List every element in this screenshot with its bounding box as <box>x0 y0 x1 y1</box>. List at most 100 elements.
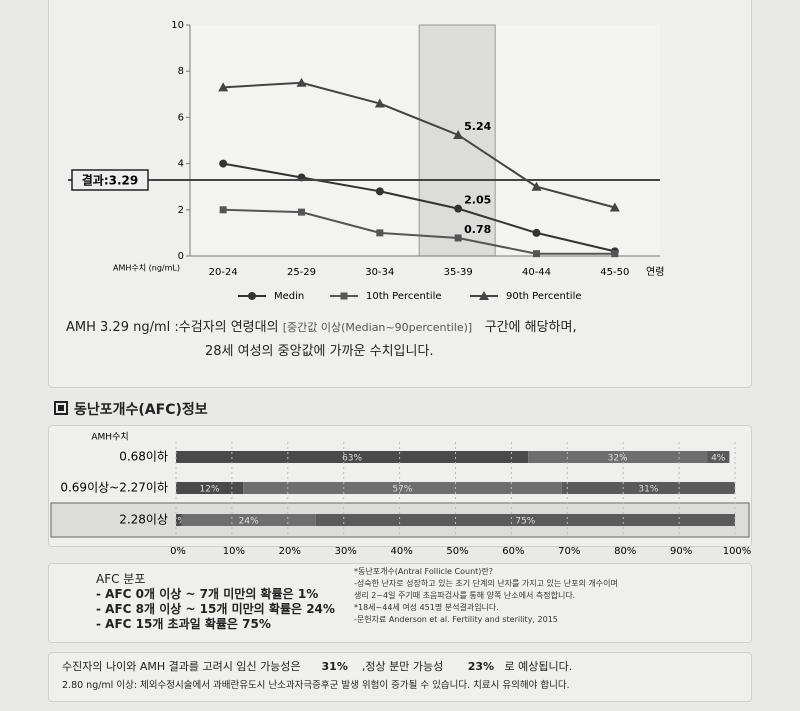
x-tick-label: 20% <box>279 546 301 557</box>
data-label: 0.78 <box>464 223 491 236</box>
y-tick-label: 0 <box>178 251 184 262</box>
note: 생리 2~4일 주기때 초음파검사를 통해 양쪽 난소에서 측정합니다. <box>354 591 576 600</box>
afc-item: - AFC 8개 이상 ~ 15개 미만의 확률은 24% <box>96 602 335 616</box>
text: ,정상 분만 가능성 <box>361 660 444 673</box>
bar-segment <box>707 451 730 463</box>
x-tick-label: 80% <box>614 546 636 557</box>
y-axis-label: AMH수치 <box>91 431 128 443</box>
afc-item: - AFC 0개 이상 ~ 7개 미만의 확률은 1% <box>96 587 319 601</box>
bar-segment <box>315 514 735 526</box>
legend-marker <box>248 292 256 300</box>
text: 31% <box>321 660 348 673</box>
bar-segment <box>176 451 529 463</box>
series-line <box>223 81 616 209</box>
conclusion-line1: 수진자의 나이와 AMH 결과를 고려시 임신 가능성은 31% ,정상 분만 … <box>62 658 572 674</box>
marker <box>532 228 541 237</box>
reference-label-box <box>71 169 149 191</box>
x-tick-label: 25-29 <box>287 267 316 278</box>
x-tick-label: 30-34 <box>365 267 394 278</box>
x-tick-label: 10% <box>223 546 245 557</box>
x-tick-label: 70% <box>558 546 580 557</box>
data-label: 24% <box>239 517 259 527</box>
bar-segment <box>181 514 316 526</box>
data-label: 32% <box>608 454 628 464</box>
y-tick-label: 2 <box>178 205 184 216</box>
bar-segment <box>176 514 182 526</box>
section-icon <box>54 401 68 415</box>
x-tick-label: 60% <box>502 546 524 557</box>
bar-segment <box>528 451 708 463</box>
summary-line2: 28세 여성의 중앙값에 가까운 수치입니다. <box>205 344 434 359</box>
x-tick-label: 35-39 <box>444 267 473 278</box>
reference-label: 결과:3.29 <box>82 173 139 188</box>
marker <box>375 187 384 196</box>
y-tick-label: 6 <box>178 112 184 123</box>
x-tick-label: 40% <box>390 546 412 557</box>
section-title: 동난포개수(AFC)정보 <box>54 399 208 419</box>
x-tick-label: 0% <box>170 546 186 557</box>
marker <box>609 202 620 212</box>
data-label: 57% <box>392 485 412 495</box>
notes: *동난포개수(Antral Follicle Count)란? -성숙한 난자로… <box>354 566 618 626</box>
bar-segment <box>176 482 244 494</box>
legend-label: Medin <box>274 291 304 302</box>
afc-title: AFC 분포 <box>96 572 146 586</box>
text: 로 예상됩니다. <box>504 660 573 673</box>
conclusion-line2: 2.80 ng/ml 이상: 체외수정시술에서 과배란유도시 난소과자극증후군 … <box>62 680 570 691</box>
marker <box>374 98 385 108</box>
marker <box>298 208 305 216</box>
y-tick-label: 0.68이하 <box>119 450 168 464</box>
y-axis-label: AMH수치 (ng/mL) <box>113 264 180 273</box>
text: 동난포개수(AFC)정보 <box>74 402 208 418</box>
y-tick-label: 0.69이상~2.27이하 <box>60 481 168 495</box>
note: -성숙한 난자로 성장하고 있는 초기 단계의 난자를 가지고 있는 난포의 개… <box>354 579 618 588</box>
data-label: 5.24 <box>464 120 491 133</box>
data-label: 63% <box>342 454 362 464</box>
y-tick-label: 8 <box>178 66 184 77</box>
x-tick-label: 100% <box>723 546 752 557</box>
data-label: 1% <box>172 517 187 527</box>
highlight-band <box>418 24 496 257</box>
marker <box>533 250 540 258</box>
conclusion-panel <box>48 652 752 702</box>
bar-segment <box>243 482 562 494</box>
data-label: 12% <box>200 485 220 495</box>
series-line <box>222 162 616 253</box>
stacked-bar-chart: AMH수치 0.68이하 0.69이상~2.27이하 2.28이상 63% 32% 4% 12… <box>50 431 752 557</box>
marker <box>219 206 227 214</box>
afc-distribution: AFC 분포 - AFC 0개 이상 ~ 7개 미만의 확률은 1% - AFC… <box>96 572 335 632</box>
x-tick-label: 90% <box>670 546 692 557</box>
afc-info-panel <box>48 563 752 643</box>
text: 23% <box>467 660 495 673</box>
marker <box>531 181 542 191</box>
data-label: 2.05 <box>464 194 491 207</box>
x-axis-label: 연령 <box>646 266 664 278</box>
x-tick-label: 20-24 <box>209 267 238 278</box>
marker <box>454 204 463 213</box>
marker <box>611 250 619 258</box>
note: *동난포개수(Antral Follicle Count)란? <box>354 567 494 576</box>
summary-line1: AMH 3.29 ng/ml :수검자의 연령대의 [중간값 이상(Median… <box>66 316 577 335</box>
legend-label: 10th Percentile <box>366 291 442 302</box>
y-tick-label: 10 <box>171 20 184 31</box>
note: -문헌자료 Anderson et al. Fertility and ster… <box>354 615 558 624</box>
legend-marker <box>340 292 348 300</box>
data-label: 75% <box>515 517 535 527</box>
bar-segment <box>561 482 735 494</box>
text: AMH 3.29 ng/ml :수검자의 연령대의 <box>66 320 279 335</box>
marker <box>454 234 462 242</box>
marker <box>219 159 228 168</box>
series-line <box>223 208 615 255</box>
marker <box>296 77 307 87</box>
text: [중간값 이상(Median~90percentile)] <box>282 321 473 334</box>
y-tick-label: 4 <box>178 159 184 170</box>
text: 구간에 해당하며, <box>484 320 577 335</box>
text: 수진자의 나이와 AMH 결과를 고려시 임신 가능성은 <box>62 660 301 673</box>
x-tick-label: 40-44 <box>522 267 551 278</box>
x-tick-label: 50% <box>446 546 468 557</box>
data-label: 31% <box>638 485 658 495</box>
legend-marker <box>479 291 489 300</box>
x-tick-label: 45-50 <box>600 267 629 278</box>
y-tick-label: 2.28이상 <box>119 513 168 527</box>
